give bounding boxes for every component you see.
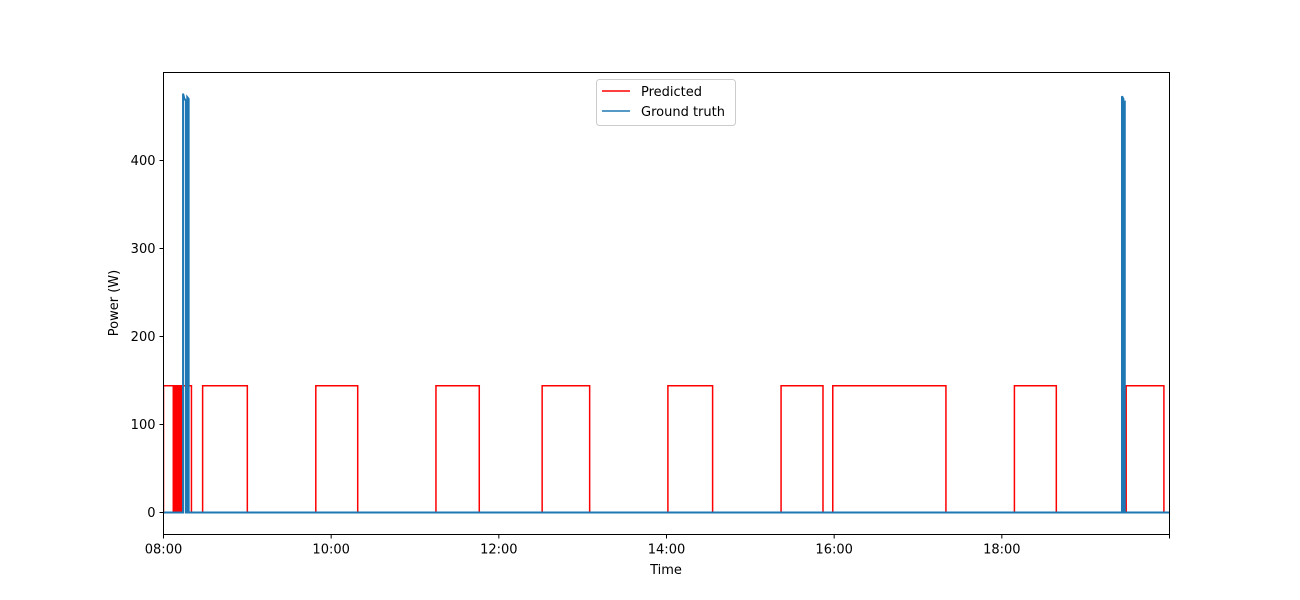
x-tick-label: 14:00 xyxy=(648,543,685,558)
y-tick-label: 300 xyxy=(131,242,156,257)
y-tick-label: 200 xyxy=(131,330,156,345)
y-tick-label: 100 xyxy=(131,418,156,433)
x-tick-label: 16:00 xyxy=(815,543,852,558)
x-tick-label: 10:00 xyxy=(312,543,349,558)
x-axis: 08:00 10:00 12:00 14:00 16:00 18:00 xyxy=(145,534,1170,558)
y-axis: 0 100 200 300 400 xyxy=(131,154,164,521)
y-axis-label: Power (W) xyxy=(107,270,122,336)
legend-label-ground-truth: Ground truth xyxy=(641,105,725,120)
x-axis-label: Time xyxy=(649,563,682,578)
x-tick-label: 18:00 xyxy=(983,543,1020,558)
legend-box xyxy=(596,79,736,126)
plot-frame xyxy=(163,72,1170,535)
legend: Predicted Ground truth xyxy=(596,79,736,126)
legend-label-predicted: Predicted xyxy=(641,85,702,100)
plot-lines xyxy=(163,93,1170,514)
x-tick-label: 12:00 xyxy=(480,543,517,558)
series-line-ground-truth xyxy=(163,93,1170,514)
series-line-predicted xyxy=(163,385,1165,514)
y-tick-label: 0 xyxy=(147,506,155,521)
y-tick-label: 400 xyxy=(131,154,156,169)
x-tick-label: 08:00 xyxy=(145,543,182,558)
